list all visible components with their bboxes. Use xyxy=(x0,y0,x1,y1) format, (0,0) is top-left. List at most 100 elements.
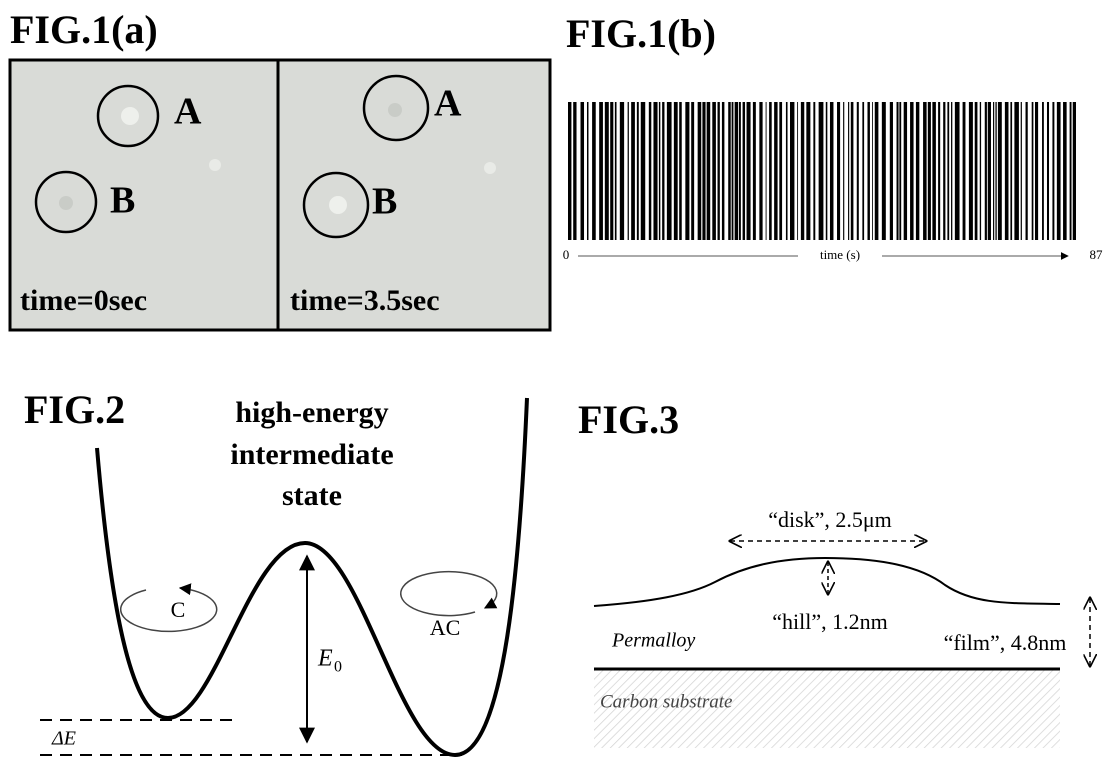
stripe xyxy=(653,102,657,240)
panel-caption: time=0sec xyxy=(20,284,147,317)
stripe xyxy=(685,102,689,240)
stripe xyxy=(862,102,864,240)
film-surface xyxy=(594,558,1060,606)
stripe xyxy=(628,102,629,240)
fig-title: FIG.1(b) xyxy=(566,11,716,56)
spot xyxy=(388,103,402,117)
spot xyxy=(121,107,139,125)
stripe xyxy=(951,102,952,240)
stripe xyxy=(1063,102,1067,240)
stripe xyxy=(943,102,945,240)
stripe xyxy=(932,102,936,240)
stripe xyxy=(620,102,624,240)
rotation-label: AC xyxy=(430,615,461,640)
stripe xyxy=(728,102,731,240)
spot xyxy=(484,162,496,174)
stripe xyxy=(995,102,996,240)
patent-figures: FIG.1(a) A B A B time=0sec time=3.5sec F… xyxy=(0,0,1107,757)
panel-caption: time=3.5sec xyxy=(290,284,440,317)
stripe xyxy=(637,102,639,240)
stripe xyxy=(599,102,603,240)
state-label: intermediate xyxy=(230,438,393,471)
spot xyxy=(59,196,73,210)
spot xyxy=(209,159,221,171)
stripe xyxy=(573,102,576,240)
stripe xyxy=(928,102,931,240)
stripe xyxy=(916,102,919,240)
fig-title: FIG.3 xyxy=(578,397,679,442)
stripe xyxy=(819,102,824,240)
stripe xyxy=(969,102,973,240)
stripe xyxy=(806,102,810,240)
stripe xyxy=(581,102,585,240)
stripe xyxy=(691,102,694,240)
stripe xyxy=(955,102,960,240)
stripe xyxy=(1073,102,1076,240)
stripe xyxy=(837,102,840,240)
stripe xyxy=(985,102,987,240)
stripe xyxy=(615,102,617,240)
stripe xyxy=(743,102,745,240)
stripe xyxy=(1047,102,1049,240)
stripe xyxy=(766,102,767,240)
stripe xyxy=(843,102,844,240)
switching-trace xyxy=(568,102,1076,240)
stripe xyxy=(631,102,635,240)
stripe xyxy=(739,102,741,240)
stripe xyxy=(1070,102,1072,240)
stripe xyxy=(826,102,828,240)
state-label: state xyxy=(282,479,342,512)
substrate-label: Carbon substrate xyxy=(600,691,733,712)
stripe xyxy=(753,102,756,240)
stripe xyxy=(890,102,893,240)
stripe xyxy=(667,102,672,240)
stripe xyxy=(813,102,815,240)
stripe xyxy=(938,102,940,240)
stripe xyxy=(875,102,879,240)
stripe xyxy=(759,102,762,240)
barrier-subscript: 0 xyxy=(334,659,342,676)
stripe xyxy=(774,102,777,240)
stripe xyxy=(722,102,724,240)
stripe xyxy=(605,102,609,240)
stripe xyxy=(867,102,869,240)
stripe xyxy=(659,102,660,240)
stripe xyxy=(1052,102,1054,240)
stripe xyxy=(988,102,991,240)
stripe xyxy=(679,102,682,240)
micrograph-panels: A B A B time=0sec time=3.5sec xyxy=(10,60,550,330)
stripe xyxy=(872,102,873,240)
spot-label: B xyxy=(372,181,397,223)
stripe xyxy=(747,102,751,240)
stripe xyxy=(732,102,734,240)
state-label: high-energy xyxy=(235,396,388,429)
stripe xyxy=(882,102,886,240)
stripe xyxy=(975,102,978,240)
stripe xyxy=(587,102,588,240)
stripe xyxy=(857,102,859,240)
stripe xyxy=(904,102,907,240)
spot xyxy=(329,196,347,214)
stripe xyxy=(963,102,966,240)
stripe xyxy=(1010,102,1012,240)
stripe xyxy=(947,102,949,240)
spot-label: A xyxy=(174,91,202,133)
stripe xyxy=(592,102,596,240)
spot-label: A xyxy=(434,83,462,125)
delta-e-label: ΔE xyxy=(51,728,76,750)
stripe xyxy=(568,102,571,240)
layer-label: Permalloy xyxy=(611,630,695,652)
stripe xyxy=(610,102,613,240)
stripe xyxy=(779,102,782,240)
stripe xyxy=(649,102,651,240)
dimension-label: “disk”, 2.5μm xyxy=(768,507,892,532)
stripe xyxy=(707,102,711,240)
stripe xyxy=(769,102,772,240)
stripe xyxy=(641,102,645,240)
stripe xyxy=(1032,102,1034,240)
barrier-symbol: E xyxy=(317,646,333,672)
stripe xyxy=(712,102,716,240)
axis-end: 87 xyxy=(1090,247,1104,262)
stripe xyxy=(1005,102,1009,240)
stripe xyxy=(662,102,664,240)
